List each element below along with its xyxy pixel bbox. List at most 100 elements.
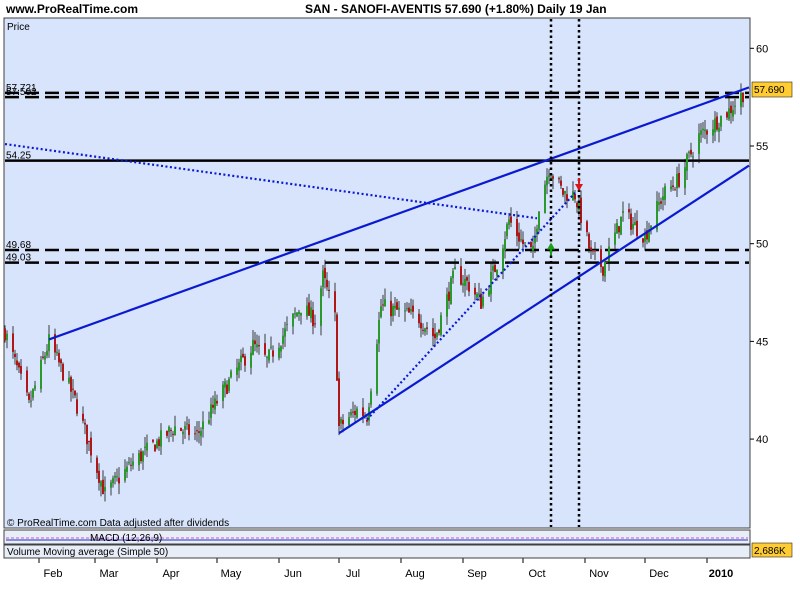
candle-body	[658, 202, 660, 205]
candle-body	[116, 476, 118, 478]
candle-body	[628, 209, 630, 213]
volume-value: 2,686K	[754, 546, 786, 557]
last-price-value: 57.690	[754, 85, 785, 96]
candle-body	[436, 332, 438, 338]
candle-body	[740, 92, 742, 107]
candle-body	[460, 266, 462, 285]
candle-body	[278, 347, 280, 358]
candle-body	[492, 266, 494, 271]
level-label: 49.03	[6, 253, 31, 264]
candle-body	[158, 439, 160, 446]
candle-body	[338, 378, 340, 426]
candle-body	[622, 211, 624, 213]
trendline	[366, 192, 576, 421]
candle-body	[686, 154, 688, 171]
candle-body	[224, 381, 226, 388]
candle-body	[68, 377, 70, 383]
candle-body	[310, 307, 312, 319]
candle-body	[438, 330, 440, 333]
candle-body	[230, 371, 232, 378]
candle-body	[418, 313, 420, 324]
candle-body	[644, 232, 646, 242]
candle-body	[424, 328, 426, 332]
candle-body	[552, 176, 554, 179]
candle-body	[494, 264, 496, 273]
candle-body	[126, 466, 128, 472]
candle-body	[146, 442, 148, 451]
price-axis-caption: Price	[7, 22, 30, 33]
candle-body	[156, 440, 158, 448]
x-tick-label: Jul	[346, 568, 360, 580]
candle-body	[384, 299, 386, 307]
candle-body	[700, 130, 702, 135]
candle-body	[286, 323, 288, 325]
candle-body	[488, 290, 490, 296]
candle-body	[34, 385, 36, 389]
candle-body	[742, 92, 744, 103]
candle-body	[280, 346, 282, 352]
level-label: 57.721	[6, 83, 37, 94]
candle-body	[548, 175, 550, 178]
candle-body	[462, 283, 464, 286]
candle-body	[28, 393, 30, 400]
candle-body	[446, 294, 448, 317]
candle-body	[366, 419, 368, 422]
y-tick-label: 50	[756, 239, 768, 251]
candle-body	[264, 343, 266, 355]
candle-body	[378, 319, 380, 344]
x-tick-label: Feb	[44, 568, 63, 580]
candle-body	[728, 108, 730, 120]
site-name: www.ProRealTime.com	[6, 2, 139, 16]
candle-body	[294, 313, 296, 315]
candle-body	[716, 116, 718, 130]
candle-body	[98, 470, 100, 483]
candle-body	[620, 216, 622, 235]
candle-body	[250, 352, 252, 368]
candle-body	[420, 322, 422, 329]
candle-body	[590, 247, 592, 251]
candle-body	[70, 377, 72, 392]
candle-body	[422, 329, 424, 331]
candle-body	[600, 249, 602, 267]
candle-body	[268, 349, 270, 361]
candle-body	[672, 185, 674, 187]
candle-body	[392, 305, 394, 316]
candle-body	[270, 346, 272, 348]
candle-body	[88, 440, 90, 442]
candle-body	[140, 451, 142, 462]
candle-body	[240, 355, 242, 362]
candle-body	[404, 310, 406, 312]
x-tick-label: Dec	[649, 568, 669, 580]
candle-body	[558, 178, 560, 180]
candle-body	[618, 226, 620, 233]
candle-body	[340, 418, 342, 424]
x-tick-label: Mar	[100, 568, 119, 580]
candle-body	[300, 312, 302, 316]
candle-body	[326, 279, 328, 288]
candle-body	[572, 191, 574, 201]
candle-body	[308, 302, 310, 316]
candle-body	[194, 433, 196, 435]
candle-body	[566, 194, 568, 201]
candle-body	[320, 288, 322, 326]
candle-body	[720, 115, 722, 127]
candle-body	[110, 482, 112, 488]
candle-body	[20, 366, 22, 374]
candle-body	[348, 417, 350, 426]
candle-body	[46, 350, 48, 356]
candle-body	[698, 133, 700, 154]
candle-body	[518, 232, 520, 242]
candle-body	[594, 249, 596, 252]
candle-body	[536, 228, 538, 235]
x-tick-label: Sep	[467, 568, 487, 580]
candle-body	[6, 333, 8, 341]
level-label: 57.502	[6, 87, 37, 98]
candle-body	[328, 289, 330, 292]
candle-body	[324, 267, 326, 279]
candle-body	[482, 296, 484, 307]
candle-body	[376, 344, 378, 394]
candle-body	[408, 307, 410, 313]
candle-body	[532, 245, 534, 251]
candle-body	[560, 180, 562, 186]
volume-badge	[751, 542, 793, 558]
